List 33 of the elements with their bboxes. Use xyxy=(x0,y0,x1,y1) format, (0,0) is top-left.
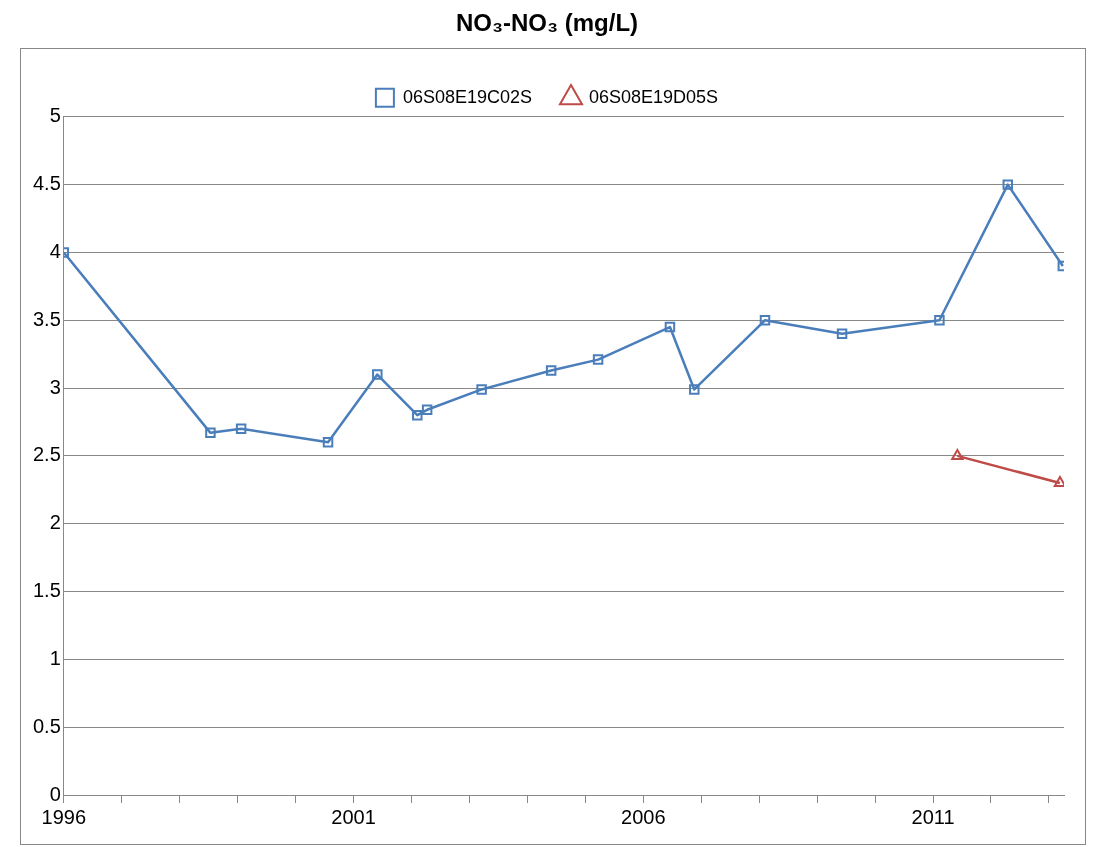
legend-label: 06S08E19D05S xyxy=(589,86,719,107)
point xyxy=(421,404,433,416)
point xyxy=(759,315,771,326)
x-tick-label: 1996 xyxy=(41,805,87,828)
y-tick-label: 1.5 xyxy=(32,579,61,602)
point xyxy=(235,423,247,435)
point xyxy=(372,369,383,380)
point xyxy=(545,365,557,376)
x-tick-label: 2006 xyxy=(621,805,666,828)
y-tick-label: 1 xyxy=(49,646,61,669)
point xyxy=(322,437,334,448)
point xyxy=(664,321,676,333)
chart-title: NO₃-NO₃ (mg/L) xyxy=(455,9,639,37)
point xyxy=(934,315,945,326)
y-tick-label: 2 xyxy=(49,511,61,534)
y-tick-label: 0.5 xyxy=(32,714,61,737)
point xyxy=(836,328,848,340)
y-tick-label: 3 xyxy=(49,375,61,398)
point xyxy=(1002,179,1014,190)
y-tick-label: 4 xyxy=(49,239,61,262)
legend-label: 06S08E19C02S xyxy=(402,86,533,107)
point xyxy=(476,384,487,395)
point xyxy=(205,427,216,439)
y-tick-label: 3.5 xyxy=(32,307,61,330)
x-tick-label: 2011 xyxy=(911,805,955,828)
y-tick-label: 0 xyxy=(49,782,61,805)
x-tick-label: 2001 xyxy=(331,805,376,828)
y-tick-label: 4.5 xyxy=(32,172,61,195)
y-tick-label: 5 xyxy=(49,104,61,127)
point xyxy=(689,384,700,395)
y-tick-label: 2.5 xyxy=(32,443,61,466)
point xyxy=(412,409,423,421)
point xyxy=(592,354,604,365)
